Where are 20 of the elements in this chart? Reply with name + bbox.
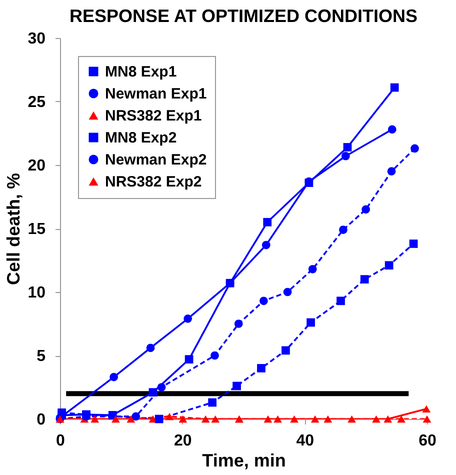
- x-tick-label: 20: [174, 432, 192, 450]
- x-tick-label: 0: [56, 432, 66, 450]
- legend-label: MN8 Exp2: [105, 130, 177, 146]
- y-axis-title: Cell death, %: [4, 172, 24, 286]
- chart-title: RESPONSE AT OPTIMIZED CONDITIONS: [69, 6, 418, 26]
- legend-label: MN8 Exp1: [105, 64, 177, 80]
- y-tick-label: 25: [28, 94, 46, 111]
- y-tick-label: 15: [28, 221, 46, 238]
- x-axis-title: Time, min: [202, 450, 286, 470]
- y-tick-label: 5: [36, 348, 46, 365]
- y-tick-label: 10: [28, 284, 46, 302]
- legend-label: Newman Exp1: [105, 86, 207, 102]
- y-tick-label: 20: [28, 158, 46, 174]
- y-tick-label: 30: [28, 30, 46, 48]
- x-tick-label: 60: [418, 432, 436, 450]
- legend-label: NRS382 Exp2: [105, 174, 202, 190]
- legend-label: NRS382 Exp1: [105, 108, 202, 124]
- x-tick-label: 40: [296, 432, 314, 450]
- y-tick-label: 0: [36, 412, 46, 428]
- legend-label: Newman Exp2: [105, 152, 207, 168]
